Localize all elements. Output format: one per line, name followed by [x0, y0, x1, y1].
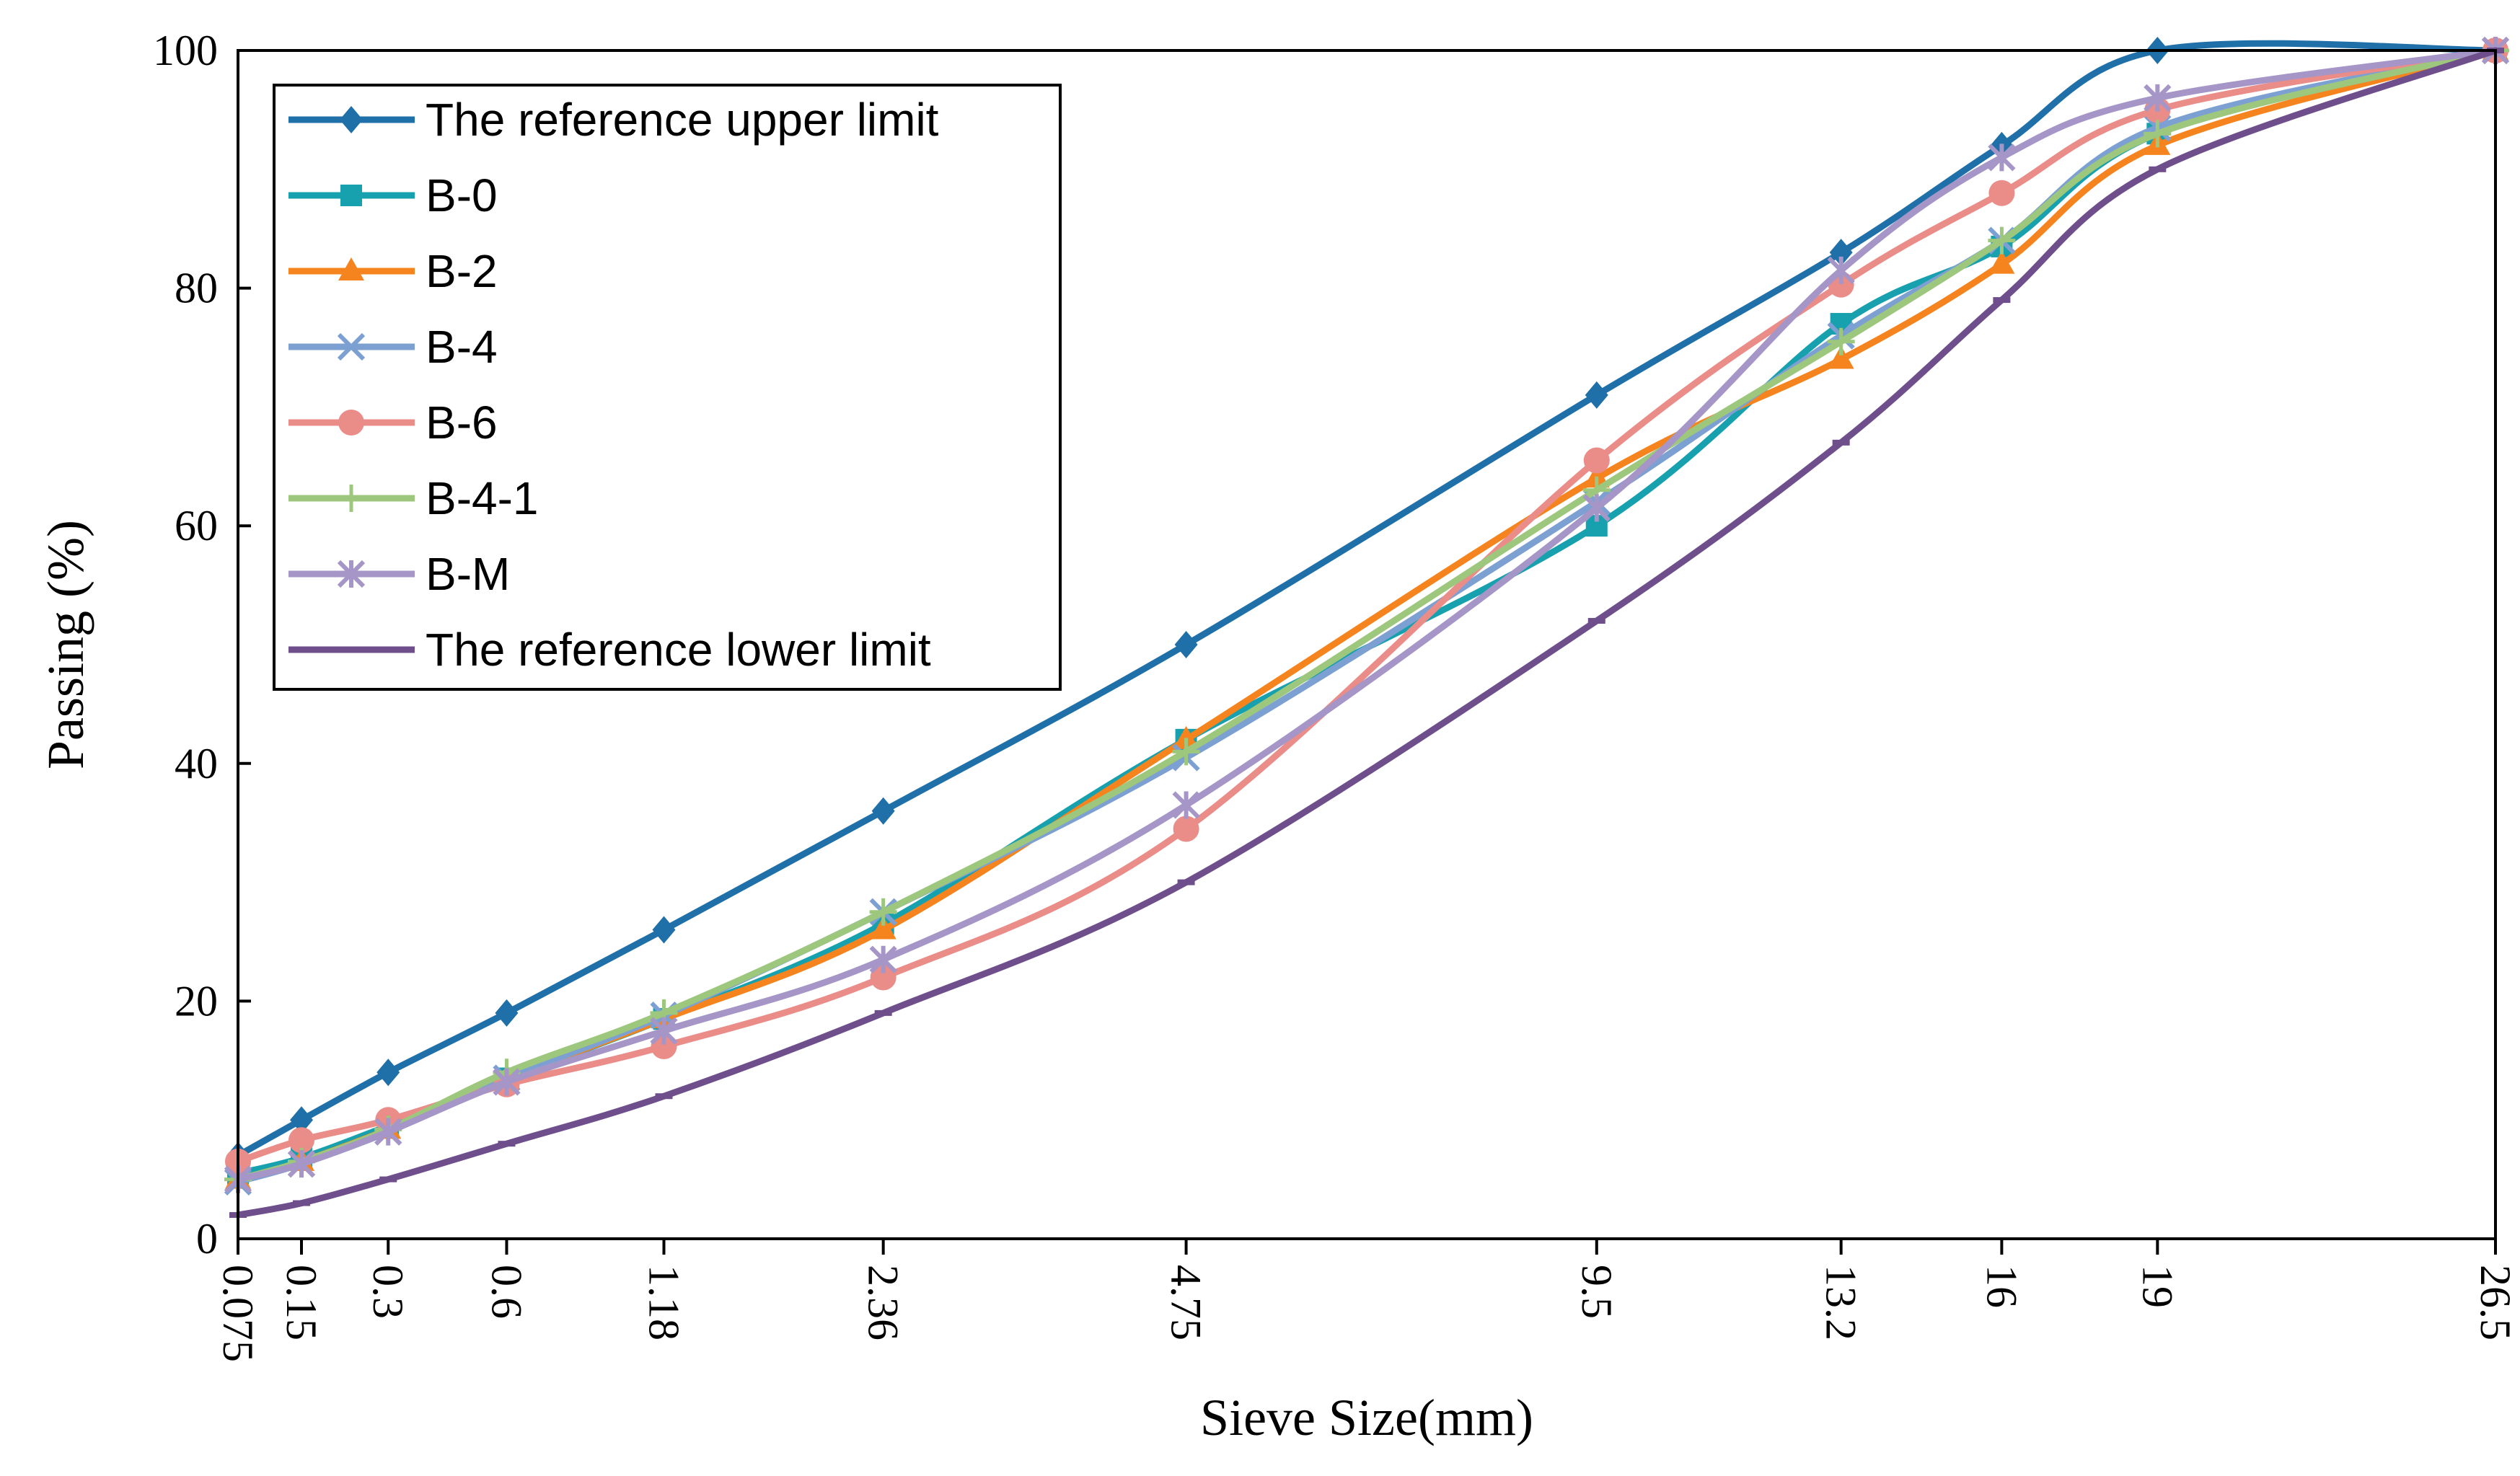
legend: The reference upper limit B-0 B-2 B-4 B-6 B-4… — [273, 84, 1062, 691]
y-tick-label: 0 — [196, 1215, 218, 1263]
x-tick-label: 4.75 — [1163, 1265, 1210, 1340]
data-point — [1587, 618, 1605, 624]
data-point — [870, 916, 896, 940]
x-tick-label: 19 — [2133, 1265, 2181, 1308]
x-tick-label: 1.18 — [640, 1265, 688, 1340]
y-tick-label: 80 — [175, 265, 218, 312]
series-layer — [224, 36, 2510, 1219]
data-point — [652, 916, 676, 944]
x-tick-label: 26.5 — [2472, 1265, 2519, 1340]
legend-marker — [338, 257, 364, 280]
legend-box — [273, 84, 1062, 691]
data-point — [869, 945, 897, 973]
data-point — [493, 1068, 521, 1096]
data-point — [376, 1059, 400, 1087]
data-point — [1174, 631, 1198, 658]
data-point — [871, 797, 895, 825]
data-point — [290, 1106, 314, 1134]
data-point — [1993, 297, 2011, 304]
data-point — [2144, 84, 2172, 112]
x-tick-label: 0.075 — [214, 1265, 262, 1362]
data-point — [870, 964, 896, 991]
series-line — [234, 47, 2499, 1183]
y-tick-label: 60 — [175, 502, 218, 549]
data-point — [1827, 327, 1855, 355]
data-point — [374, 1118, 402, 1146]
x-tick-label: 0.15 — [278, 1265, 325, 1340]
legend-marker — [340, 106, 363, 133]
data-point — [1585, 381, 1608, 409]
data-point — [1988, 226, 2016, 255]
data-point — [1988, 143, 2016, 172]
legend-label: B-M — [426, 548, 510, 600]
x-tick-label: 16 — [1978, 1265, 2025, 1308]
y-axis-label: Passing (%) — [37, 520, 94, 769]
legend-marker — [340, 185, 362, 206]
legend-label: B-0 — [426, 169, 498, 221]
data-point — [1582, 494, 1611, 522]
data-point — [1988, 250, 2015, 274]
data-point — [2144, 120, 2172, 148]
y-tick-label: 100 — [153, 27, 218, 74]
y-axis: 0 20 40 60 80 100 — [153, 27, 251, 1263]
x-axis: 0.075 0.15 0.3 0.6 1.18 2.36 4.75 9.5 13.2 16 19 26… — [214, 1239, 2519, 1362]
x-axis-label: Sieve Size(mm) — [1200, 1389, 1533, 1446]
y-tick-label: 40 — [175, 740, 218, 787]
x-tick-label: 0.6 — [483, 1265, 530, 1319]
x-tick-label: 0.3 — [364, 1265, 412, 1319]
x-tick-label: 2.36 — [860, 1265, 907, 1340]
data-point — [869, 898, 897, 926]
data-point — [1827, 256, 1855, 285]
x-tick-label: 13.2 — [1818, 1265, 1865, 1340]
legend-marker — [343, 647, 360, 653]
y-tick-label: 20 — [175, 977, 218, 1025]
data-point — [498, 1141, 516, 1147]
data-point — [293, 1200, 311, 1206]
data-point — [650, 1017, 678, 1045]
data-point — [495, 999, 519, 1027]
legend-label: B-4 — [426, 321, 498, 373]
data-point — [1177, 879, 1195, 885]
data-point — [287, 1150, 316, 1178]
legend-label: B-4-1 — [426, 472, 539, 524]
legend-label: B-6 — [426, 397, 498, 448]
data-point — [379, 1176, 397, 1183]
series-line — [234, 47, 2499, 1183]
x-tick-label: 9.5 — [1573, 1265, 1621, 1319]
data-point — [655, 1093, 673, 1100]
data-point — [1988, 180, 2015, 206]
data-point — [1829, 239, 1853, 267]
data-point — [1172, 791, 1200, 819]
data-point — [1172, 738, 1200, 766]
data-point — [1583, 464, 1610, 488]
data-point — [1173, 725, 1199, 749]
data-point — [1583, 447, 1610, 474]
data-point — [1828, 345, 1854, 369]
legend-marker — [338, 485, 365, 512]
legend-label: B-2 — [426, 245, 498, 297]
data-point — [874, 1009, 892, 1016]
legend-label: The reference upper limit — [426, 94, 939, 146]
data-point — [1173, 816, 1199, 842]
data-point — [2149, 166, 2167, 172]
series-line — [234, 47, 2499, 1219]
legend-marker — [338, 410, 364, 436]
data-point — [288, 1127, 315, 1154]
legend-marker — [337, 332, 366, 361]
data-point — [1832, 439, 1850, 446]
series-line — [234, 40, 2499, 1159]
plot-frame — [237, 49, 2497, 1240]
legend-marker — [337, 560, 366, 588]
legend-label: The reference lower limit — [426, 624, 931, 676]
